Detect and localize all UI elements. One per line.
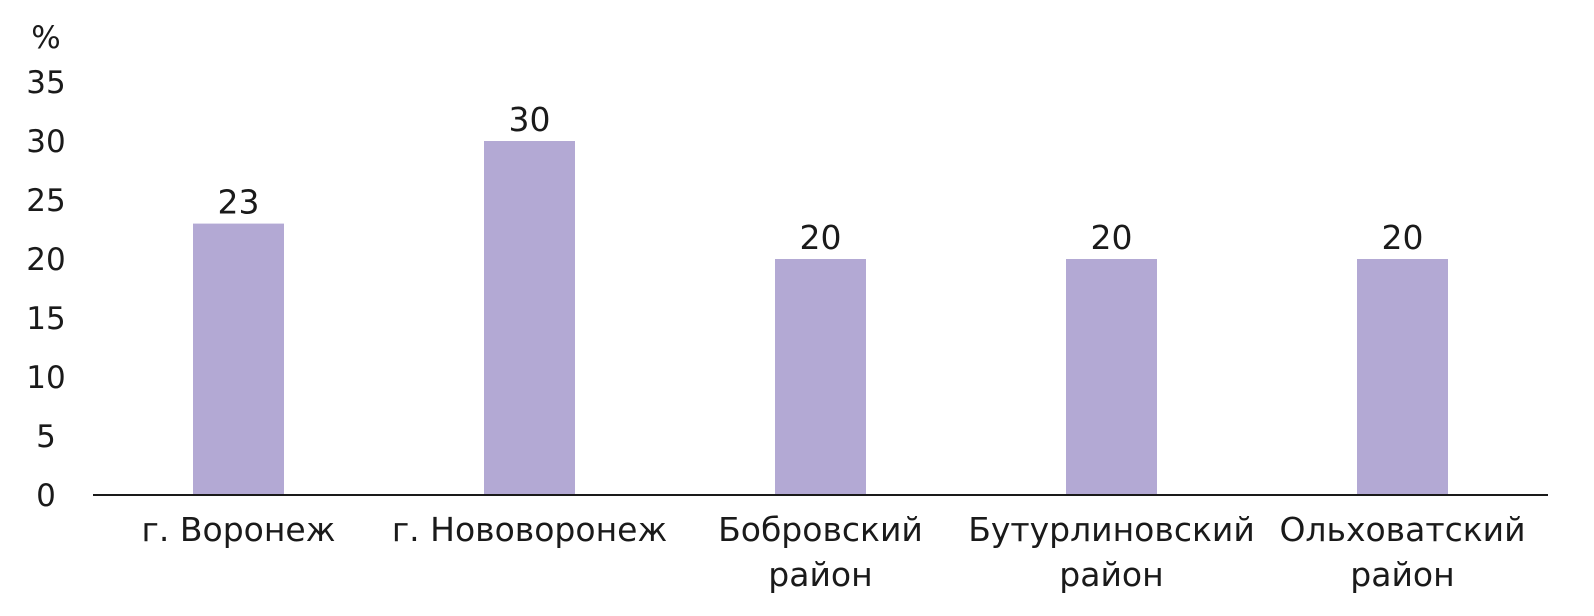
y-tick-label: 10 <box>26 360 65 396</box>
category-label-line: Бутурлиновский <box>968 510 1255 549</box>
data-labels: 23 30 20 20 20 <box>218 100 1424 257</box>
category-label-line: г. Нововоронеж <box>392 510 667 549</box>
category-label-line: г. Воронеж <box>142 510 336 549</box>
y-axis-unit-label: % <box>31 20 60 56</box>
data-label: 20 <box>1091 218 1133 257</box>
category-label-line: район <box>1350 555 1454 594</box>
bar <box>484 141 575 495</box>
y-axis-ticks: 0 5 10 15 20 25 30 35 <box>26 65 65 514</box>
y-tick-label: 20 <box>26 242 65 278</box>
category-label-line: район <box>768 555 872 594</box>
y-tick-label: 35 <box>26 65 65 101</box>
data-label: 20 <box>800 218 842 257</box>
x-axis-category-labels: г. Воронеж г. Нововоронеж Бобровский районБ… <box>142 510 1526 594</box>
category-label: Бобровский район <box>718 510 923 594</box>
category-label: Ольховатский район <box>1279 510 1525 594</box>
y-tick-label: 0 <box>36 478 56 514</box>
data-label: 20 <box>1382 218 1424 257</box>
data-label: 23 <box>218 183 260 222</box>
category-label-line: Бобровский <box>718 510 923 549</box>
bar <box>775 259 866 495</box>
bars <box>193 141 1448 495</box>
data-label: 30 <box>509 100 551 139</box>
y-tick-label: 5 <box>36 419 56 455</box>
y-tick-label: 25 <box>26 183 65 219</box>
bar <box>1066 259 1157 495</box>
category-label: г. Нововоронеж <box>392 510 667 549</box>
bar <box>1357 259 1448 495</box>
category-label: г. Воронеж <box>142 510 336 549</box>
category-label: Бутурлиновский район <box>968 510 1255 594</box>
y-tick-label: 30 <box>26 124 65 160</box>
y-tick-label: 15 <box>26 301 65 337</box>
category-label-line: район <box>1059 555 1163 594</box>
category-label-line: Ольховатский <box>1279 510 1525 549</box>
bar <box>193 223 284 495</box>
